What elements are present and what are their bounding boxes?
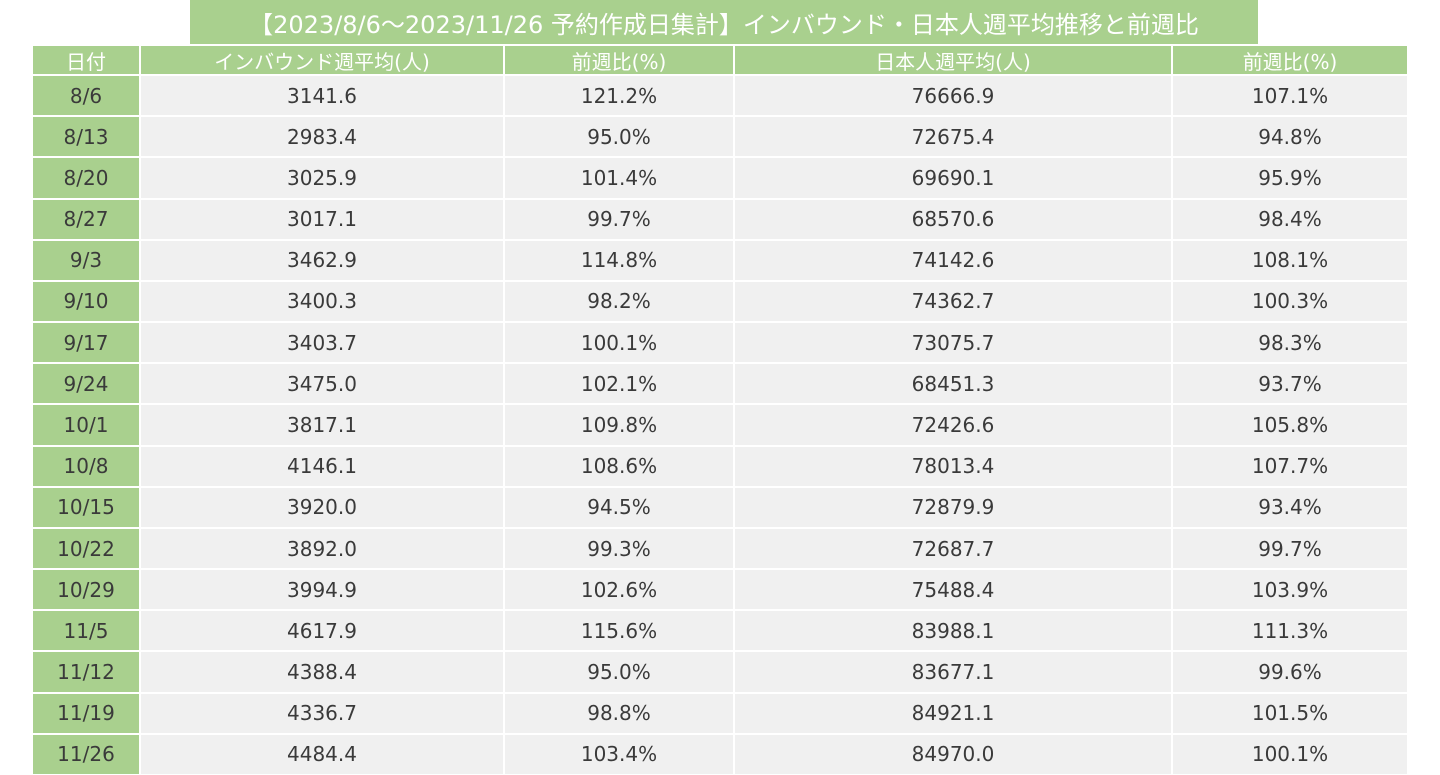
table-cell: 3017.1: [140, 198, 504, 240]
row-date: 10/1: [32, 404, 140, 446]
table-cell: 98.2%: [504, 280, 734, 323]
table-cell: 99.7%: [1172, 527, 1408, 570]
column-header: 前週比(%): [504, 45, 734, 75]
table-cell: 98.4%: [1172, 198, 1408, 240]
table-cell: 121.2%: [504, 75, 734, 117]
table-cell: 93.4%: [1172, 486, 1408, 528]
table-title: 【2023/8/6～2023/11/26 予約作成日集計】インバウンド・日本人週…: [190, 0, 1258, 44]
table-cell: 102.1%: [504, 363, 734, 405]
table-cell: 84921.1: [734, 692, 1172, 734]
table-cell: 95.0%: [504, 651, 734, 693]
table-cell: 3475.0: [140, 363, 504, 405]
row-date: 10/15: [32, 486, 140, 528]
row-date: 9/24: [32, 363, 140, 405]
table-cell: 3141.6: [140, 75, 504, 117]
column-header: 日付: [32, 45, 140, 75]
table-cell: 3892.0: [140, 527, 504, 570]
table-cell: 100.1%: [1172, 733, 1408, 775]
table-cell: 115.6%: [504, 610, 734, 652]
table-cell: 3462.9: [140, 239, 504, 281]
column-header: 日本人週平均(人): [734, 45, 1172, 75]
row-date: 10/8: [32, 445, 140, 487]
table-cell: 100.1%: [504, 322, 734, 364]
table-cell: 94.5%: [504, 486, 734, 528]
table-cell: 3400.3: [140, 280, 504, 323]
table-cell: 108.1%: [1172, 239, 1408, 281]
table-cell: 78013.4: [734, 445, 1172, 487]
table-cell: 114.8%: [504, 239, 734, 281]
table-cell: 3817.1: [140, 404, 504, 446]
table-cell: 3920.0: [140, 486, 504, 528]
table-cell: 72879.9: [734, 486, 1172, 528]
table-cell: 75488.4: [734, 569, 1172, 611]
row-date: 11/12: [32, 651, 140, 693]
table-cell: 3025.9: [140, 157, 504, 199]
row-date: 10/29: [32, 569, 140, 611]
table-cell: 109.8%: [504, 404, 734, 446]
table-cell: 111.3%: [1172, 610, 1408, 652]
table-cell: 95.0%: [504, 116, 734, 158]
row-date: 8/6: [32, 75, 140, 117]
table-cell: 84970.0: [734, 733, 1172, 775]
table-cell: 2983.4: [140, 116, 504, 158]
row-date: 11/5: [32, 610, 140, 652]
table-cell: 103.9%: [1172, 569, 1408, 611]
table-cell: 3994.9: [140, 569, 504, 611]
table-cell: 108.6%: [504, 445, 734, 487]
row-date: 9/3: [32, 239, 140, 281]
row-date: 8/20: [32, 157, 140, 199]
table-cell: 99.7%: [504, 198, 734, 240]
table-cell: 74362.7: [734, 280, 1172, 323]
column-header: 前週比(%): [1172, 45, 1408, 75]
table-cell: 83677.1: [734, 651, 1172, 693]
table-cell: 102.6%: [504, 569, 734, 611]
row-date: 8/13: [32, 116, 140, 158]
table-cell: 76666.9: [734, 75, 1172, 117]
table-cell: 74142.6: [734, 239, 1172, 281]
row-date: 9/17: [32, 322, 140, 364]
table-cell: 105.8%: [1172, 404, 1408, 446]
table-cell: 99.3%: [504, 527, 734, 570]
table-cell: 72426.6: [734, 404, 1172, 446]
table-cell: 103.4%: [504, 733, 734, 775]
table-cell: 107.1%: [1172, 75, 1408, 117]
table-cell: 73075.7: [734, 322, 1172, 364]
table-cell: 3403.7: [140, 322, 504, 364]
table-cell: 83988.1: [734, 610, 1172, 652]
table-cell: 98.3%: [1172, 322, 1408, 364]
table-cell: 98.8%: [504, 692, 734, 734]
table-cell: 101.5%: [1172, 692, 1408, 734]
table-cell: 100.3%: [1172, 280, 1408, 323]
table-cell: 99.6%: [1172, 651, 1408, 693]
table-cell: 72687.7: [734, 527, 1172, 570]
table-cell: 69690.1: [734, 157, 1172, 199]
table-cell: 94.8%: [1172, 116, 1408, 158]
column-header: インバウンド週平均(人): [140, 45, 504, 75]
table-cell: 4617.9: [140, 610, 504, 652]
table-cell: 93.7%: [1172, 363, 1408, 405]
row-date: 11/26: [32, 733, 140, 775]
table-cell: 4388.4: [140, 651, 504, 693]
row-date: 11/19: [32, 692, 140, 734]
table-cell: 4484.4: [140, 733, 504, 775]
table-cell: 101.4%: [504, 157, 734, 199]
row-date: 10/22: [32, 527, 140, 570]
table-cell: 4146.1: [140, 445, 504, 487]
table-cell: 68451.3: [734, 363, 1172, 405]
table-cell: 107.7%: [1172, 445, 1408, 487]
table-cell: 72675.4: [734, 116, 1172, 158]
row-date: 8/27: [32, 198, 140, 240]
table-cell: 68570.6: [734, 198, 1172, 240]
table-cell: 95.9%: [1172, 157, 1408, 199]
table-cell: 4336.7: [140, 692, 504, 734]
row-date: 9/10: [32, 280, 140, 323]
